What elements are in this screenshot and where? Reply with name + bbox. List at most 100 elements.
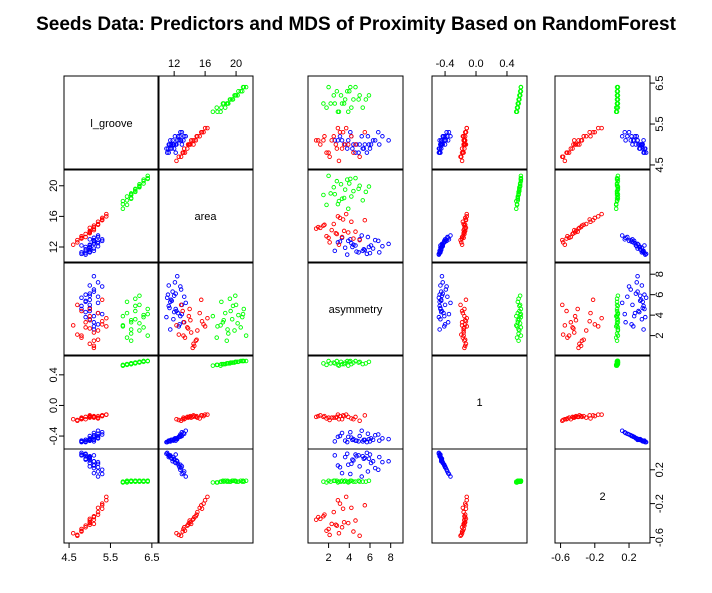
- data-point: [164, 450, 170, 456]
- data-point: [191, 341, 196, 347]
- data-point: [95, 431, 101, 437]
- panel-0-1: [157, 75, 254, 171]
- data-point: [571, 415, 576, 420]
- data-point: [321, 101, 326, 106]
- data-point: [313, 414, 319, 420]
- data-point: [351, 242, 356, 247]
- data-point: [141, 312, 146, 318]
- data-point: [359, 134, 364, 139]
- data-point: [170, 289, 175, 294]
- data-point: [336, 158, 342, 164]
- data-point: [437, 327, 442, 332]
- data-point: [438, 454, 443, 460]
- data-point: [463, 129, 469, 135]
- data-point: [515, 320, 521, 325]
- data-point: [230, 97, 236, 102]
- data-point: [340, 129, 346, 135]
- data-point: [233, 478, 238, 484]
- data-point: [635, 274, 640, 279]
- data-point: [637, 298, 643, 304]
- data-point: [170, 138, 175, 143]
- data-point: [178, 434, 183, 440]
- data-point: [370, 138, 376, 143]
- data-point: [95, 243, 101, 249]
- data-point: [639, 250, 645, 255]
- data-point: [87, 518, 93, 523]
- data-point: [349, 105, 354, 110]
- data-point: [357, 418, 362, 423]
- data-point: [346, 363, 351, 368]
- data-point: [171, 316, 176, 322]
- data-point: [560, 237, 565, 243]
- data-point: [188, 330, 194, 335]
- data-point: [87, 250, 93, 255]
- data-point: [348, 84, 353, 90]
- data-point: [350, 146, 355, 151]
- data-point: [641, 150, 646, 155]
- data-point: [79, 306, 84, 312]
- data-point: [327, 532, 332, 538]
- data-point: [614, 101, 620, 106]
- data-point: [238, 89, 243, 94]
- data-point: [462, 146, 467, 151]
- data-point: [578, 138, 584, 143]
- data-point: [354, 453, 359, 459]
- panel-frame: [157, 261, 254, 357]
- data-point: [366, 184, 372, 189]
- data-point: [240, 358, 246, 364]
- data-point: [95, 234, 101, 240]
- data-point: [335, 480, 341, 485]
- data-point: [327, 417, 332, 423]
- data-point: [347, 181, 352, 186]
- data-point: [351, 458, 356, 463]
- data-point: [133, 296, 138, 302]
- data-point: [220, 320, 226, 325]
- data-point: [438, 146, 444, 151]
- data-point: [75, 532, 80, 538]
- data-point: [445, 469, 450, 474]
- data-point: [359, 233, 364, 238]
- data-point: [590, 297, 596, 303]
- data-point: [348, 176, 353, 182]
- data-point: [145, 306, 150, 312]
- data-point: [573, 318, 579, 323]
- panel-frame: [63, 354, 160, 450]
- data-point: [91, 434, 97, 440]
- data-point: [614, 338, 620, 343]
- data-point: [95, 294, 101, 299]
- panel-0-3: [431, 75, 528, 171]
- data-point: [462, 345, 467, 351]
- data-point: [629, 433, 634, 439]
- data-point: [459, 154, 464, 160]
- data-point: [91, 439, 97, 444]
- panel-frame: [307, 75, 404, 171]
- data-point: [613, 206, 619, 211]
- data-point: [337, 464, 343, 470]
- data-point: [181, 525, 187, 530]
- data-point: [87, 237, 93, 242]
- data-point: [185, 146, 190, 151]
- data-point: [324, 150, 329, 155]
- data-point: [171, 309, 177, 315]
- data-point: [462, 313, 467, 319]
- data-point: [198, 297, 204, 303]
- x-tick-label: 8: [388, 552, 394, 564]
- data-point: [199, 319, 205, 324]
- data-point: [357, 154, 362, 160]
- data-point: [221, 101, 226, 106]
- data-point: [564, 150, 569, 155]
- data-point: [615, 333, 621, 338]
- data-point: [615, 184, 621, 189]
- data-point: [342, 438, 348, 443]
- data-point: [79, 308, 84, 314]
- data-point: [83, 314, 88, 320]
- panel-frame: [157, 354, 254, 450]
- data-point: [128, 320, 134, 325]
- data-point: [104, 315, 109, 321]
- data-point: [570, 325, 575, 330]
- data-point: [514, 109, 520, 114]
- data-point: [380, 436, 385, 441]
- data-point: [634, 134, 639, 139]
- data-point: [565, 335, 570, 340]
- data-point: [104, 412, 109, 417]
